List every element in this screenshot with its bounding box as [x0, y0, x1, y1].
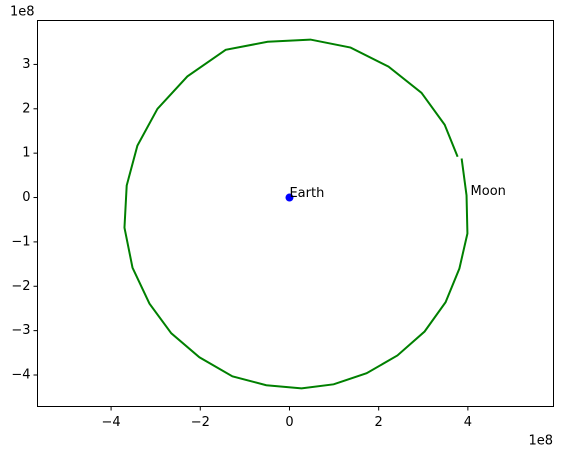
- y-tick-label: −4: [11, 367, 30, 382]
- axes-frame: [37, 20, 554, 407]
- orbit-line: [123, 38, 469, 390]
- point: [285, 193, 294, 202]
- x-tick-label: 0: [285, 415, 293, 430]
- x-offset-label: 1e8: [528, 434, 553, 449]
- annotation: Earth: [289, 186, 324, 201]
- annotation: Moon: [471, 184, 506, 199]
- x-tick-label: −2: [191, 415, 210, 430]
- y-tick-label: 2: [22, 101, 30, 116]
- y-offset-label: 1e8: [10, 5, 35, 20]
- y-tick-label: 3: [22, 57, 30, 72]
- y-tick-label: 1: [22, 146, 30, 161]
- y-tick-label: −3: [11, 323, 30, 338]
- y-tick-label: −1: [11, 234, 30, 249]
- x-tick-label: −4: [102, 415, 121, 430]
- y-tick-label: −2: [11, 279, 30, 294]
- y-tick-label: 0: [22, 190, 30, 205]
- x-tick-label: 4: [464, 415, 472, 430]
- x-tick-label: 2: [375, 415, 383, 430]
